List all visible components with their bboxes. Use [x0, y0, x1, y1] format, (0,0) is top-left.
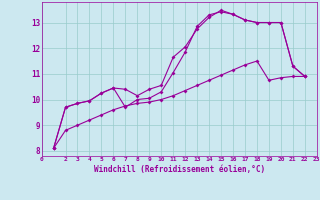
X-axis label: Windchill (Refroidissement éolien,°C): Windchill (Refroidissement éolien,°C)	[94, 165, 265, 174]
